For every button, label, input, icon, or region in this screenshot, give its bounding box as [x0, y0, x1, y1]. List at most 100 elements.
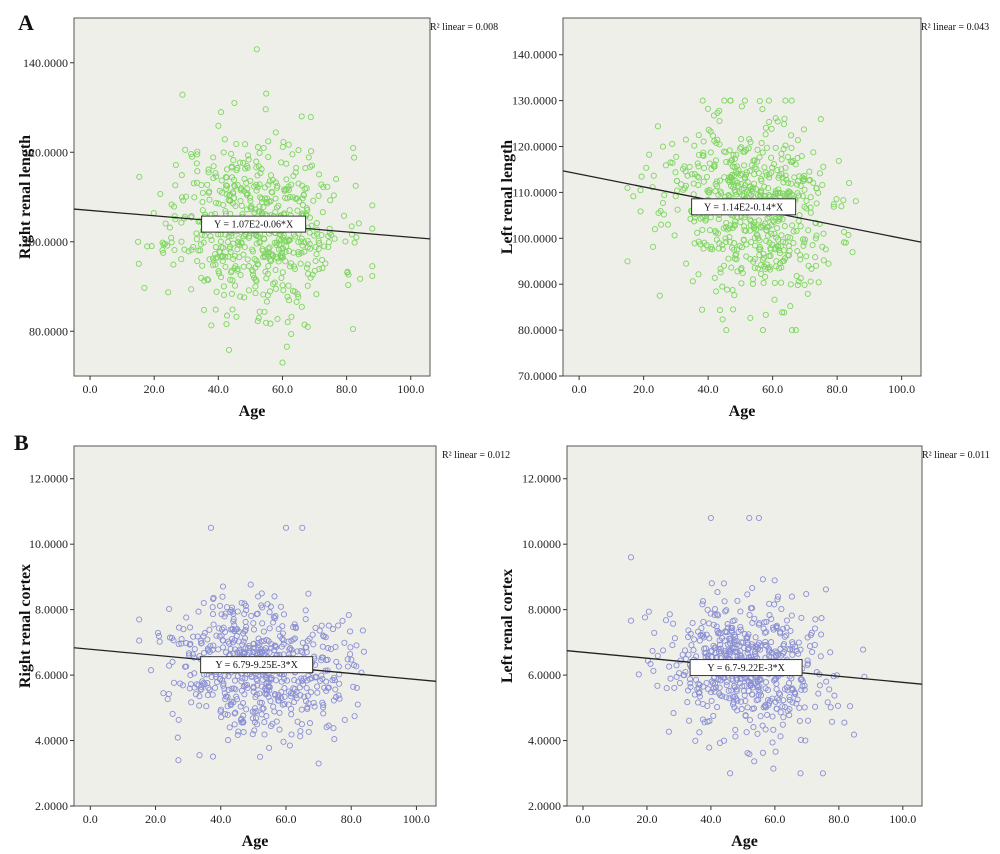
data-point — [780, 145, 787, 152]
data-point — [360, 648, 367, 655]
data-point — [229, 639, 236, 646]
data-point — [272, 208, 279, 216]
data-point — [299, 524, 306, 531]
data-point — [288, 330, 295, 338]
data-point — [196, 702, 203, 709]
data-point — [352, 182, 359, 189]
data-point — [731, 648, 738, 655]
data-point — [650, 243, 657, 250]
data-point — [190, 180, 197, 187]
data-point — [284, 293, 291, 300]
data-point — [359, 627, 366, 634]
data-point — [188, 150, 195, 158]
data-point — [758, 139, 765, 147]
data-point — [309, 631, 316, 638]
data-point — [755, 170, 762, 177]
data-point — [233, 313, 240, 320]
data-point — [782, 97, 789, 104]
data-point — [341, 639, 348, 646]
data-point — [272, 179, 279, 186]
data-point — [253, 708, 260, 715]
data-point — [801, 186, 808, 193]
data-point — [734, 268, 741, 275]
data-point — [707, 128, 714, 135]
data-point — [734, 170, 741, 177]
data-point — [666, 611, 673, 618]
data-point — [208, 236, 215, 244]
data-point — [319, 256, 326, 263]
data-point — [780, 238, 787, 245]
data-point — [258, 166, 265, 173]
data-point — [769, 713, 776, 720]
data-point — [238, 687, 246, 694]
data-point — [734, 597, 741, 604]
data-point — [171, 213, 178, 220]
data-point — [779, 309, 786, 316]
data-point — [792, 327, 799, 334]
data-point — [283, 176, 290, 183]
data-point — [805, 717, 812, 724]
data-point — [798, 686, 805, 693]
data-point — [304, 237, 311, 244]
data-point — [175, 641, 182, 648]
data-point — [331, 677, 338, 684]
data-point — [695, 680, 702, 687]
data-point — [250, 688, 257, 695]
data-point — [178, 238, 185, 245]
data-point — [658, 221, 665, 228]
data-point — [336, 680, 343, 687]
data-point — [227, 276, 234, 283]
x-tick-label: 40.0 — [208, 382, 229, 396]
data-point — [191, 194, 198, 201]
data-point — [761, 629, 768, 636]
data-point — [651, 629, 658, 636]
data-point — [188, 214, 195, 221]
x-tick-label: 0.0 — [572, 382, 587, 396]
data-point — [726, 234, 733, 241]
data-point — [265, 138, 272, 145]
data-point — [241, 610, 248, 618]
data-point — [291, 677, 298, 684]
data-point — [689, 278, 696, 285]
data-point — [280, 138, 287, 146]
data-point — [794, 137, 801, 144]
data-point — [183, 663, 190, 670]
data-point — [292, 623, 299, 631]
data-point — [845, 231, 852, 239]
data-point — [264, 292, 271, 299]
data-point — [732, 726, 739, 733]
data-point — [777, 628, 784, 635]
data-point — [746, 183, 753, 190]
data-point — [757, 270, 765, 277]
data-point — [723, 219, 730, 226]
data-point — [201, 680, 208, 687]
data-point — [812, 703, 819, 710]
data-point — [728, 264, 735, 271]
data-point — [800, 126, 807, 133]
data-point — [728, 687, 735, 694]
data-point — [759, 149, 766, 156]
data-point — [256, 308, 263, 315]
data-point — [242, 626, 249, 633]
data-point — [711, 611, 718, 619]
equation-label: Y = 6.7-9.22E-3*X — [707, 663, 785, 674]
data-point — [813, 232, 820, 239]
data-point — [774, 166, 781, 174]
data-point — [789, 222, 796, 229]
data-point — [293, 298, 300, 305]
data-point — [783, 624, 790, 631]
data-point — [294, 207, 301, 214]
data-point — [713, 623, 720, 630]
data-point — [286, 742, 293, 749]
data-point — [249, 268, 256, 275]
data-point — [809, 648, 816, 656]
data-point — [205, 684, 212, 691]
data-point — [777, 645, 784, 652]
data-point — [210, 255, 217, 262]
data-point — [253, 715, 260, 722]
data-point — [295, 147, 302, 154]
data-point — [278, 274, 285, 282]
x-tick-label: 100.0 — [397, 382, 424, 396]
data-point — [708, 697, 715, 704]
data-point — [216, 602, 224, 609]
